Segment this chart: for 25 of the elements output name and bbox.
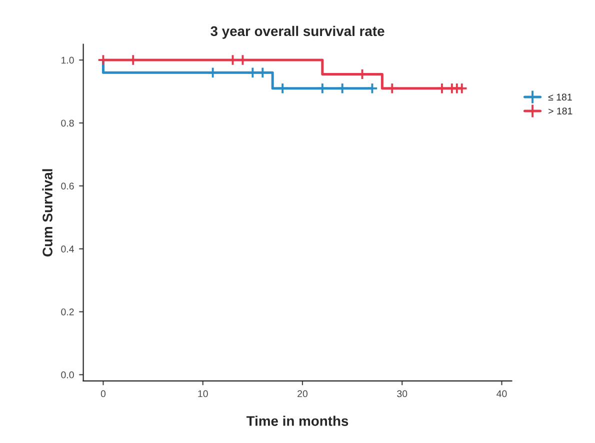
y-axis-title: Cum Survival bbox=[42, 169, 52, 256]
x-tick-label: 0 bbox=[100, 390, 106, 398]
point bbox=[436, 82, 448, 94]
x-tick-label: 20 bbox=[298, 390, 308, 398]
point bbox=[246, 66, 259, 78]
point bbox=[276, 82, 288, 94]
point bbox=[316, 82, 328, 94]
legend-label: > 181 bbox=[548, 108, 572, 114]
x-tick-label: 10 bbox=[198, 390, 208, 398]
x-tick-label: 30 bbox=[397, 390, 408, 398]
chart-title: 3 year overall survival rate bbox=[210, 26, 384, 39]
point bbox=[206, 66, 219, 78]
y-tick-label: 0.4 bbox=[61, 246, 74, 252]
y-tick-label: 1.0 bbox=[62, 56, 74, 64]
y-tick-label: 0.6 bbox=[61, 182, 74, 190]
x-tick-label: 40 bbox=[496, 390, 507, 398]
point bbox=[366, 82, 378, 94]
y-tick-label: 0.0 bbox=[61, 371, 74, 378]
point bbox=[256, 66, 268, 78]
x-axis-title: Time in months bbox=[246, 416, 348, 426]
legend-label: ≤ 181 bbox=[548, 94, 572, 101]
y-tick-label: 0.8 bbox=[61, 120, 74, 127]
y-tick-label: 0.2 bbox=[61, 308, 74, 316]
point bbox=[336, 82, 348, 94]
point bbox=[386, 82, 398, 94]
